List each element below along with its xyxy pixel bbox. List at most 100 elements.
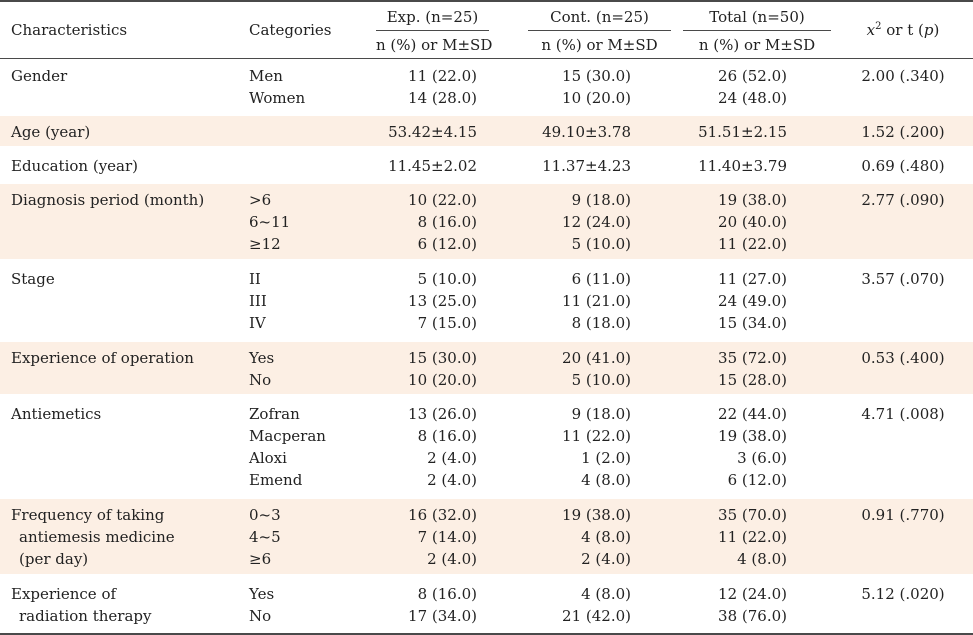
total-value: 4 (8.0) (737, 550, 787, 568)
header-total: Total (n=50) (709, 8, 805, 26)
category: No (249, 607, 272, 625)
category: Men (249, 67, 283, 85)
exp-value: 13 (26.0) (408, 405, 477, 423)
category: Emend (249, 471, 303, 489)
exp-value: 13 (25.0) (408, 292, 477, 310)
total-value: 24 (48.0) (718, 89, 787, 107)
table-bottom-rule (0, 633, 973, 635)
header-stat-rest: or t ( (881, 21, 924, 39)
total-value: 11 (22.0) (718, 528, 787, 546)
exp-value: 11 (22.0) (408, 67, 477, 85)
total-value: 22 (44.0) (718, 405, 787, 423)
category: 6~11 (249, 213, 291, 231)
row-shading (0, 116, 973, 146)
category: Zofran (249, 405, 300, 423)
header-stat-sup: 2 (875, 21, 882, 32)
cont-value: 4 (8.0) (581, 528, 631, 546)
total-value: 24 (49.0) (718, 292, 787, 310)
category: No (249, 371, 272, 389)
cont-value: 11.37±4.23 (542, 157, 631, 175)
total-value: 20 (40.0) (718, 213, 787, 231)
category: IV (249, 314, 266, 332)
cont-value: 2 (4.0) (581, 550, 631, 568)
stat-value: 2.77 (.090) (861, 191, 945, 209)
category: ≥6 (249, 550, 272, 568)
row-label: Antiemetics (11, 405, 102, 423)
header-stat-p: p (923, 21, 934, 39)
row-label: Experience of (11, 585, 117, 603)
cont-value: 4 (8.0) (581, 585, 631, 603)
header-exp: Exp. (n=25) (386, 8, 479, 26)
stat-value: 0.69 (.480) (861, 157, 945, 175)
header-categories: Categories (249, 21, 332, 39)
row-label: antiemesis medicine (19, 528, 175, 546)
total-value: 15 (28.0) (718, 371, 787, 389)
stat-value: 0.91 (.770) (861, 506, 945, 524)
header-statistic: x2 or t (p) (848, 19, 958, 41)
total-value: 11 (22.0) (718, 235, 787, 253)
category: III (249, 292, 267, 310)
cont-value: 11 (22.0) (562, 427, 631, 445)
stat-value: 1.52 (.200) (861, 123, 945, 141)
category: Yes (249, 585, 275, 603)
row-shading (0, 499, 973, 574)
total-value: 15 (34.0) (718, 314, 787, 332)
row-label: Diagnosis period (month) (11, 191, 205, 209)
exp-value: 2 (4.0) (427, 449, 477, 467)
header-bottom-rule (0, 58, 973, 59)
stat-value: 5.12 (.020) (861, 585, 945, 603)
row-label: Stage (11, 270, 55, 288)
total-value: 3 (6.0) (737, 449, 787, 467)
header-characteristics: Characteristics (11, 21, 128, 39)
exp-value: 8 (16.0) (417, 427, 477, 445)
stat-value: 4.71 (.008) (861, 405, 945, 423)
total-value: 6 (12.0) (727, 471, 787, 489)
row-label: Gender (11, 67, 68, 85)
exp-value: 10 (22.0) (408, 191, 477, 209)
exp-value: 5 (10.0) (417, 270, 477, 288)
row-shading (0, 184, 973, 259)
cont-value: 21 (42.0) (562, 607, 631, 625)
header-cont-rule (528, 30, 671, 31)
exp-value: 6 (12.0) (417, 235, 477, 253)
stat-value: 2.00 (.340) (861, 67, 945, 85)
cont-value: 5 (10.0) (571, 235, 631, 253)
exp-value: 11.45±2.02 (388, 157, 477, 175)
stat-value: 3.57 (.070) (861, 270, 945, 288)
total-value: 51.51±2.15 (698, 123, 787, 141)
total-value: 19 (38.0) (718, 191, 787, 209)
total-value: 35 (72.0) (718, 349, 787, 367)
header-total-rule (683, 30, 831, 31)
row-label: Experience of operation (11, 349, 194, 367)
header-stat-close: ) (933, 21, 940, 39)
exp-value: 2 (4.0) (427, 471, 477, 489)
cont-value: 12 (24.0) (562, 213, 631, 231)
exp-value: 7 (15.0) (417, 314, 477, 332)
cont-value: 8 (18.0) (571, 314, 631, 332)
cont-value: 1 (2.0) (581, 449, 631, 467)
row-label: Education (year) (11, 157, 139, 175)
exp-value: 17 (34.0) (408, 607, 477, 625)
row-shading (0, 342, 973, 394)
total-value: 26 (52.0) (718, 67, 787, 85)
subheader-exp: n (%) or M±SD (376, 36, 493, 54)
cont-value: 10 (20.0) (562, 89, 631, 107)
cont-value: 49.10±3.78 (542, 123, 631, 141)
header-cont: Cont. (n=25) (550, 8, 649, 26)
category: Women (249, 89, 306, 107)
exp-value: 10 (20.0) (408, 371, 477, 389)
row-label: radiation therapy (19, 607, 152, 625)
cont-value: 5 (10.0) (571, 371, 631, 389)
header-exp-rule (376, 30, 489, 31)
header-stat-x: x (866, 21, 876, 39)
total-value: 35 (70.0) (718, 506, 787, 524)
exp-value: 16 (32.0) (408, 506, 477, 524)
exp-value: 8 (16.0) (417, 213, 477, 231)
category: 4~5 (249, 528, 281, 546)
exp-value: 15 (30.0) (408, 349, 477, 367)
row-label: Age (year) (11, 123, 91, 141)
table-top-rule (0, 0, 973, 2)
cont-value: 19 (38.0) (562, 506, 631, 524)
cont-value: 11 (21.0) (562, 292, 631, 310)
exp-value: 7 (14.0) (417, 528, 477, 546)
